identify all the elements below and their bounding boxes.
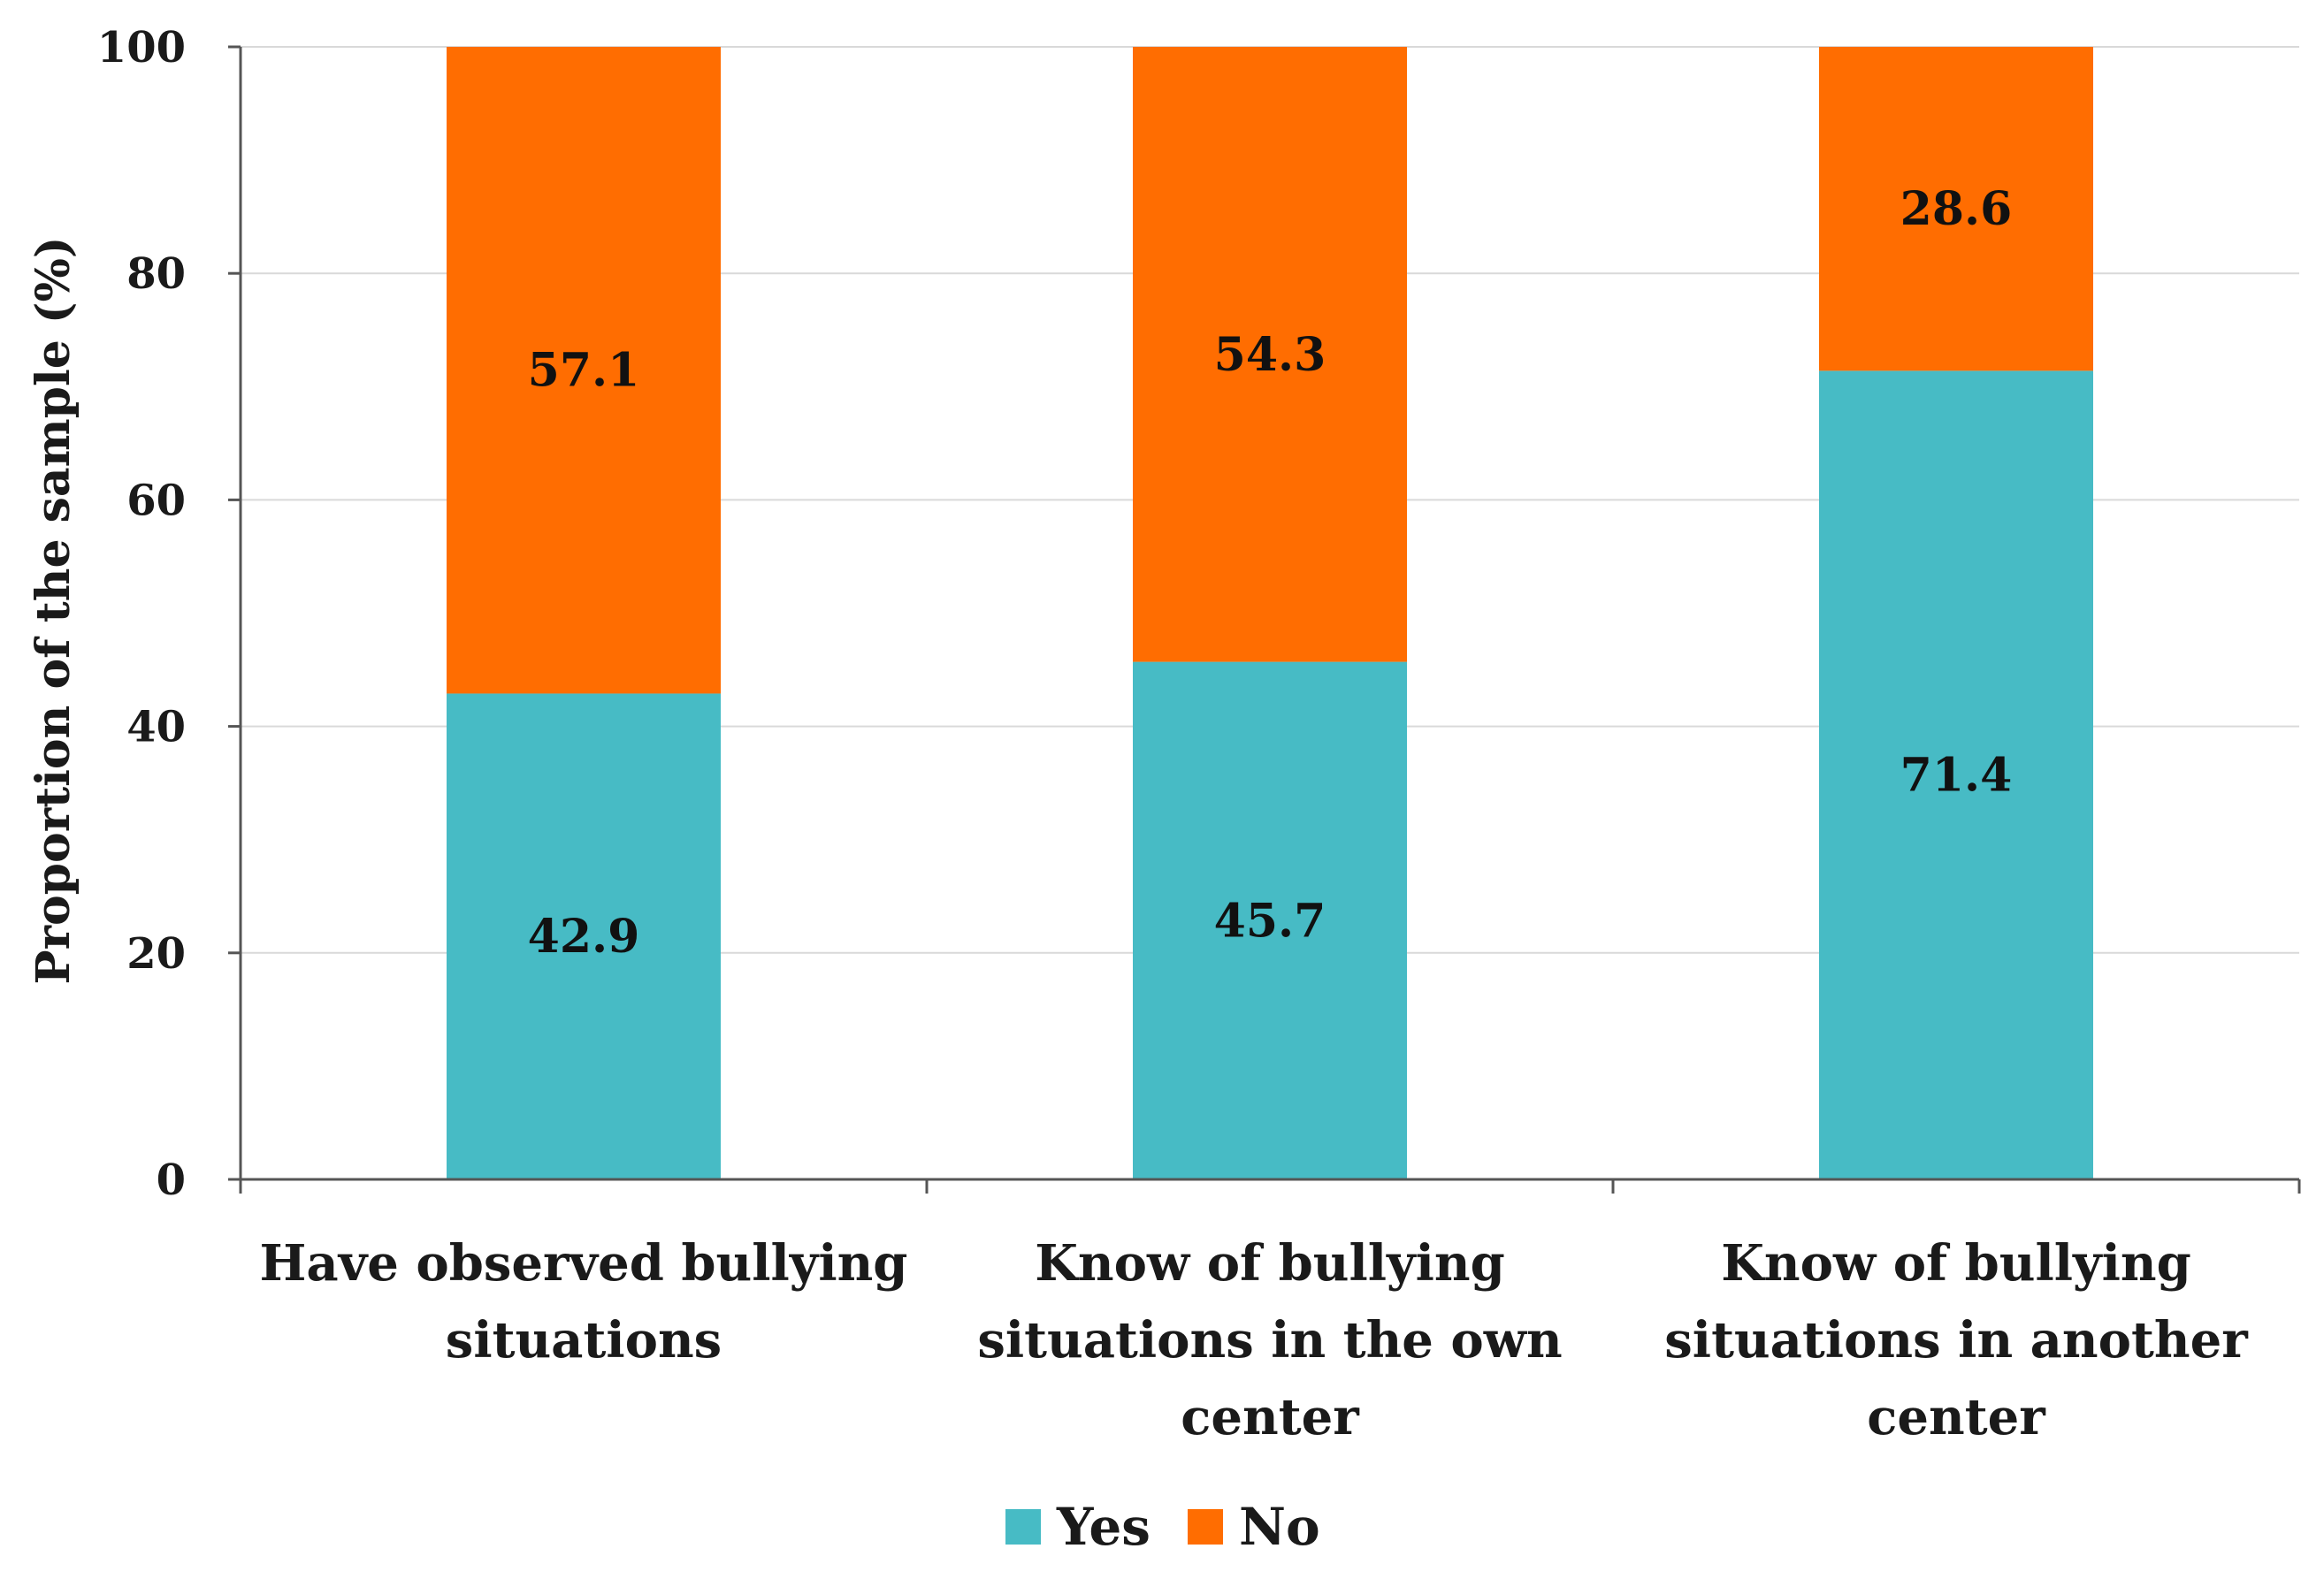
y-tick-label-0: 0 [157, 1156, 186, 1205]
y-tick-label-80: 80 [126, 249, 186, 299]
bar-yes-2 [1819, 370, 2093, 1180]
axes [239, 47, 2299, 1181]
data-label-yes-1: 45.7 [1214, 894, 1326, 948]
bar-no-1 [1133, 47, 1407, 662]
y-tick-label-40: 40 [126, 703, 186, 752]
x-category-label-1-line-2: center [1181, 1388, 1360, 1446]
data-label-yes-0: 42.9 [528, 910, 640, 964]
x-category-label-2-line-0: Know of bullying [1721, 1234, 2190, 1293]
x-category-label-0-line-1: situations [446, 1311, 722, 1369]
legend-item-yes: Yes [1005, 1497, 1151, 1557]
legend: Yes No [1005, 1497, 1320, 1557]
bar-no-0 [447, 47, 721, 694]
y-tick-label-60: 60 [126, 476, 186, 525]
data-label-no-2: 28.6 [1900, 182, 2013, 236]
y-axis-title: Proportion of the sample (%) [27, 236, 80, 984]
data-labels: 42.9 57.1 45.7 54.3 71.4 28.6 [528, 182, 2013, 964]
x-category-label-2-line-2: center [1867, 1388, 2046, 1446]
bar-no-2 [1819, 47, 2093, 371]
x-category-label-2-line-1: situations in another [1664, 1311, 2249, 1369]
legend-label-no: No [1239, 1497, 1320, 1557]
bar-yes-1 [1133, 661, 1407, 1179]
x-category-label-1-line-0: Know of bullying [1035, 1234, 1504, 1293]
legend-swatch-yes [1005, 1509, 1041, 1545]
bar-yes-0 [447, 693, 721, 1179]
y-tick-labels: 0 20 40 60 80 100 [97, 23, 241, 1205]
bars [447, 47, 2093, 1180]
legend-swatch-no [1188, 1509, 1223, 1545]
legend-label-yes: Yes [1056, 1497, 1151, 1557]
x-category-labels: Have observed bullying situations Know of … [239, 1179, 2301, 1446]
data-label-no-0: 57.1 [528, 344, 640, 398]
legend-item-no: No [1188, 1497, 1320, 1557]
y-tick-label-100: 100 [97, 23, 186, 72]
data-label-yes-2: 71.4 [1900, 749, 2013, 803]
x-category-label-1-line-1: situations in the own [977, 1311, 1562, 1369]
data-label-no-1: 54.3 [1214, 328, 1326, 382]
y-tick-label-20: 20 [126, 929, 186, 979]
x-category-label-0-line-0: Have observed bullying [260, 1234, 908, 1293]
